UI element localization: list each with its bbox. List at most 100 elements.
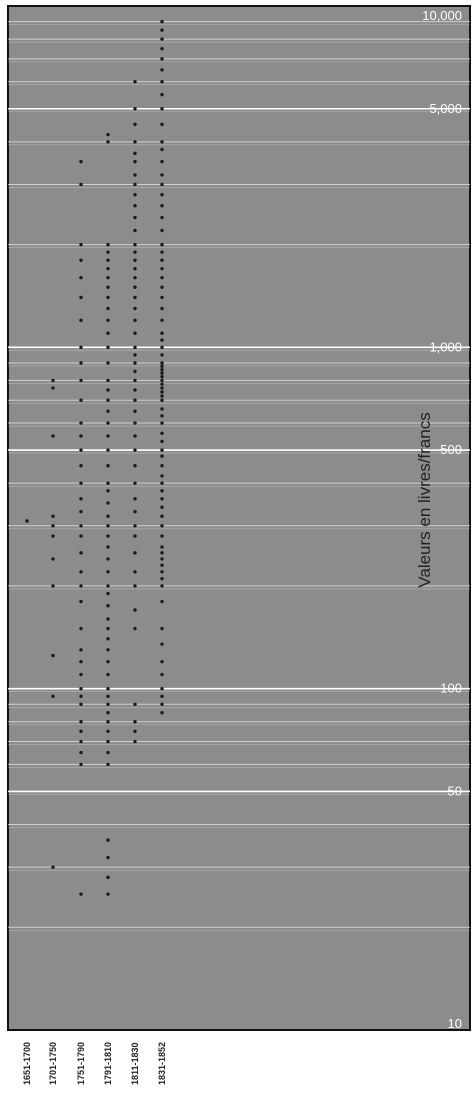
data-point	[160, 626, 164, 631]
data-point	[160, 386, 164, 390]
data-point	[160, 557, 164, 561]
x-category-label: 1651-1700	[22, 1042, 32, 1085]
data-point	[106, 388, 110, 392]
data-point	[106, 398, 110, 402]
data-point	[106, 648, 110, 652]
data-point	[160, 563, 164, 567]
data-point	[160, 382, 164, 386]
data-point	[79, 720, 83, 724]
data-point	[51, 534, 55, 538]
data-point	[106, 686, 110, 691]
data-point	[133, 720, 137, 724]
data-point	[160, 394, 164, 398]
data-point	[133, 215, 137, 220]
data-point	[51, 378, 55, 383]
data-point	[160, 407, 164, 411]
data-point	[106, 739, 110, 744]
data-point	[79, 345, 83, 350]
data-point	[106, 331, 110, 335]
data-point	[79, 534, 83, 538]
data-point	[133, 331, 137, 335]
data-point	[106, 409, 110, 413]
data-point	[133, 434, 137, 438]
data-point	[106, 545, 110, 549]
data-point	[106, 295, 110, 300]
data-point	[160, 275, 164, 280]
data-point	[160, 367, 164, 372]
data-point	[133, 421, 137, 425]
data-point	[160, 505, 164, 509]
data-point	[79, 648, 83, 652]
y-tick-label: 1,000	[429, 339, 462, 354]
data-point	[106, 132, 110, 137]
data-point	[106, 378, 110, 383]
data-point	[160, 474, 164, 478]
x-category-label: 1751-1790	[76, 1042, 86, 1085]
data-point	[106, 361, 110, 365]
data-point	[106, 501, 110, 505]
data-point	[79, 739, 83, 744]
data-point	[106, 275, 110, 280]
data-point	[51, 865, 55, 869]
data-point	[106, 140, 110, 144]
data-point	[106, 481, 110, 485]
data-point	[160, 122, 164, 127]
data-point	[133, 80, 137, 84]
data-point	[133, 306, 137, 311]
data-point	[106, 604, 110, 608]
data-point	[160, 375, 164, 379]
data-point	[79, 626, 83, 631]
data-point	[79, 524, 83, 528]
data-point	[160, 439, 164, 444]
data-point	[133, 626, 137, 631]
data-point	[106, 434, 110, 438]
data-point	[160, 584, 164, 588]
data-point	[106, 534, 110, 538]
data-point	[79, 434, 83, 438]
data-point	[160, 464, 164, 468]
data-point	[106, 489, 110, 493]
data-point	[133, 509, 137, 514]
data-point	[160, 672, 164, 677]
data-point	[106, 464, 110, 468]
data-point	[133, 345, 137, 350]
data-point	[133, 448, 137, 452]
data-point	[160, 421, 164, 425]
data-point	[133, 203, 137, 208]
data-point	[79, 686, 83, 691]
data-point	[133, 534, 137, 538]
data-point	[160, 378, 164, 383]
data-point	[106, 258, 110, 262]
data-point	[133, 228, 137, 233]
data-point	[160, 266, 164, 271]
data-point	[133, 361, 137, 365]
y-tick-label: 10,000	[422, 8, 462, 23]
data-point	[106, 729, 110, 734]
data-point	[106, 242, 110, 247]
data-point	[106, 750, 110, 755]
data-point	[160, 338, 164, 342]
data-point	[79, 398, 83, 402]
data-point	[106, 855, 110, 860]
data-point	[106, 421, 110, 425]
data-point	[133, 159, 137, 164]
data-point	[160, 371, 164, 375]
data-point	[106, 584, 110, 588]
data-point	[160, 193, 164, 197]
data-point	[160, 390, 164, 394]
data-point	[79, 275, 83, 280]
data-point	[133, 388, 137, 392]
data-point	[106, 694, 110, 698]
data-point	[133, 524, 137, 528]
data-point	[160, 306, 164, 311]
data-point	[160, 694, 164, 698]
data-point	[133, 409, 137, 413]
data-point	[160, 182, 164, 187]
data-point	[160, 140, 164, 144]
data-point	[133, 107, 137, 111]
data-point	[160, 642, 164, 646]
data-point	[106, 514, 110, 518]
data-point	[133, 702, 137, 706]
data-point	[79, 421, 83, 425]
